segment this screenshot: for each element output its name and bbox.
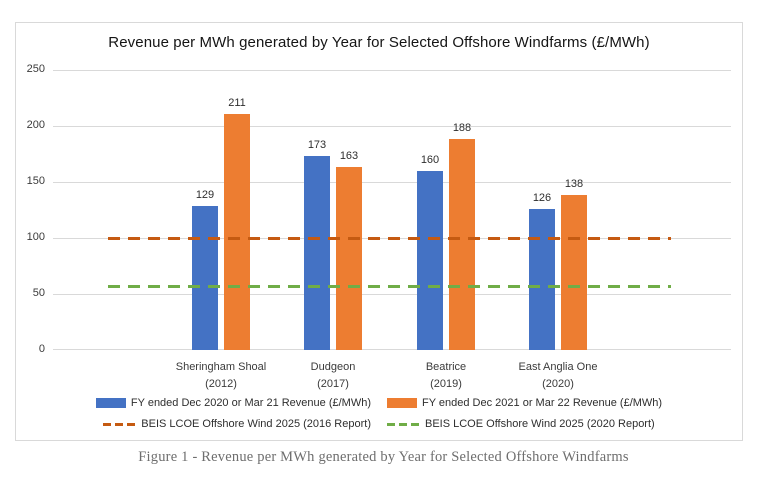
category-label: Sheringham Shoal (2012)	[156, 359, 286, 393]
figure-caption: Figure 1 - Revenue per MWh generated by …	[138, 449, 629, 465]
bar	[529, 209, 555, 350]
bar-value-label: 163	[339, 150, 359, 162]
chart-title: Revenue per MWh generated by Year for Se…	[108, 34, 650, 51]
category-label: East Anglia One (2020)	[493, 359, 623, 393]
chart-card: Revenue per MWh generated by Year for Se…	[15, 22, 743, 441]
legend-swatch-solid	[95, 398, 126, 408]
legend-item: BEIS LCOE Offshore Wind 2025 (2020 Repor…	[387, 418, 655, 430]
y-axis-tick-label: 0	[38, 343, 45, 355]
bar	[304, 156, 330, 350]
legend-row-series: FY ended Dec 2020 or Mar 21 Revenue (£/M…	[95, 397, 662, 409]
y-axis-tick-label: 50	[32, 287, 45, 299]
y-gridline	[53, 294, 731, 295]
category-name: East Anglia One	[518, 361, 598, 373]
reference-line	[108, 237, 671, 240]
legend-label: BEIS LCOE Offshore Wind 2025 (2020 Repor…	[425, 418, 655, 430]
y-gridline	[53, 182, 731, 183]
bar-value-label: 160	[420, 154, 440, 166]
bar-value-label: 188	[452, 122, 472, 134]
legend-swatch-dashed	[387, 422, 420, 426]
reference-line	[108, 285, 671, 288]
category-year: (2017)	[317, 378, 349, 391]
category-year: (2012)	[205, 378, 237, 391]
legend-label: FY ended Dec 2020 or Mar 21 Revenue (£/M…	[130, 397, 371, 409]
y-gridline	[53, 349, 731, 350]
legend-item: BEIS LCOE Offshore Wind 2025 (2016 Repor…	[103, 418, 371, 430]
legend-item: FY ended Dec 2021 or Mar 22 Revenue (£/M…	[387, 397, 662, 409]
y-axis-tick-label: 200	[26, 119, 45, 131]
category-year: (2020)	[542, 378, 574, 391]
bar-value-label: 138	[564, 178, 584, 190]
legend: FY ended Dec 2020 or Mar 21 Revenue (£/M…	[16, 397, 742, 430]
bar	[336, 167, 362, 350]
legend-label: BEIS LCOE Offshore Wind 2025 (2016 Repor…	[141, 418, 371, 430]
y-axis-tick-label: 100	[26, 231, 45, 243]
y-axis-tick-label: 250	[26, 63, 45, 75]
legend-label: FY ended Dec 2021 or Mar 22 Revenue (£/M…	[422, 397, 663, 409]
category-year: (2019)	[430, 378, 462, 391]
y-gridline	[53, 70, 731, 71]
bar	[192, 206, 218, 350]
legend-swatch-dashed	[103, 422, 137, 426]
legend-swatch-solid	[387, 398, 417, 408]
bar	[224, 114, 250, 350]
legend-row-reflines: BEIS LCOE Offshore Wind 2025 (2016 Repor…	[103, 418, 655, 430]
bar	[561, 195, 587, 350]
y-axis-tick-label: 150	[26, 175, 45, 187]
bar-value-label: 126	[532, 192, 552, 204]
bar	[449, 139, 475, 350]
bar-value-label: 129	[195, 189, 215, 201]
legend-item: FY ended Dec 2020 or Mar 21 Revenue (£/M…	[95, 397, 371, 409]
bar	[417, 171, 443, 350]
y-gridline	[53, 126, 731, 127]
bar-value-label: 211	[228, 97, 246, 109]
plot-area: 0 50 100 150 200 250 129 173 160 126 211 163 188 138 S…	[27, 63, 731, 390]
category-label: Dudgeon (2017)	[268, 359, 398, 393]
bar-value-label: 173	[307, 139, 327, 151]
category-label: Beatrice (2019)	[381, 359, 511, 393]
category-name: Dudgeon	[310, 361, 356, 373]
category-name: Sheringham Shoal	[175, 361, 267, 373]
category-name: Beatrice	[425, 361, 467, 373]
